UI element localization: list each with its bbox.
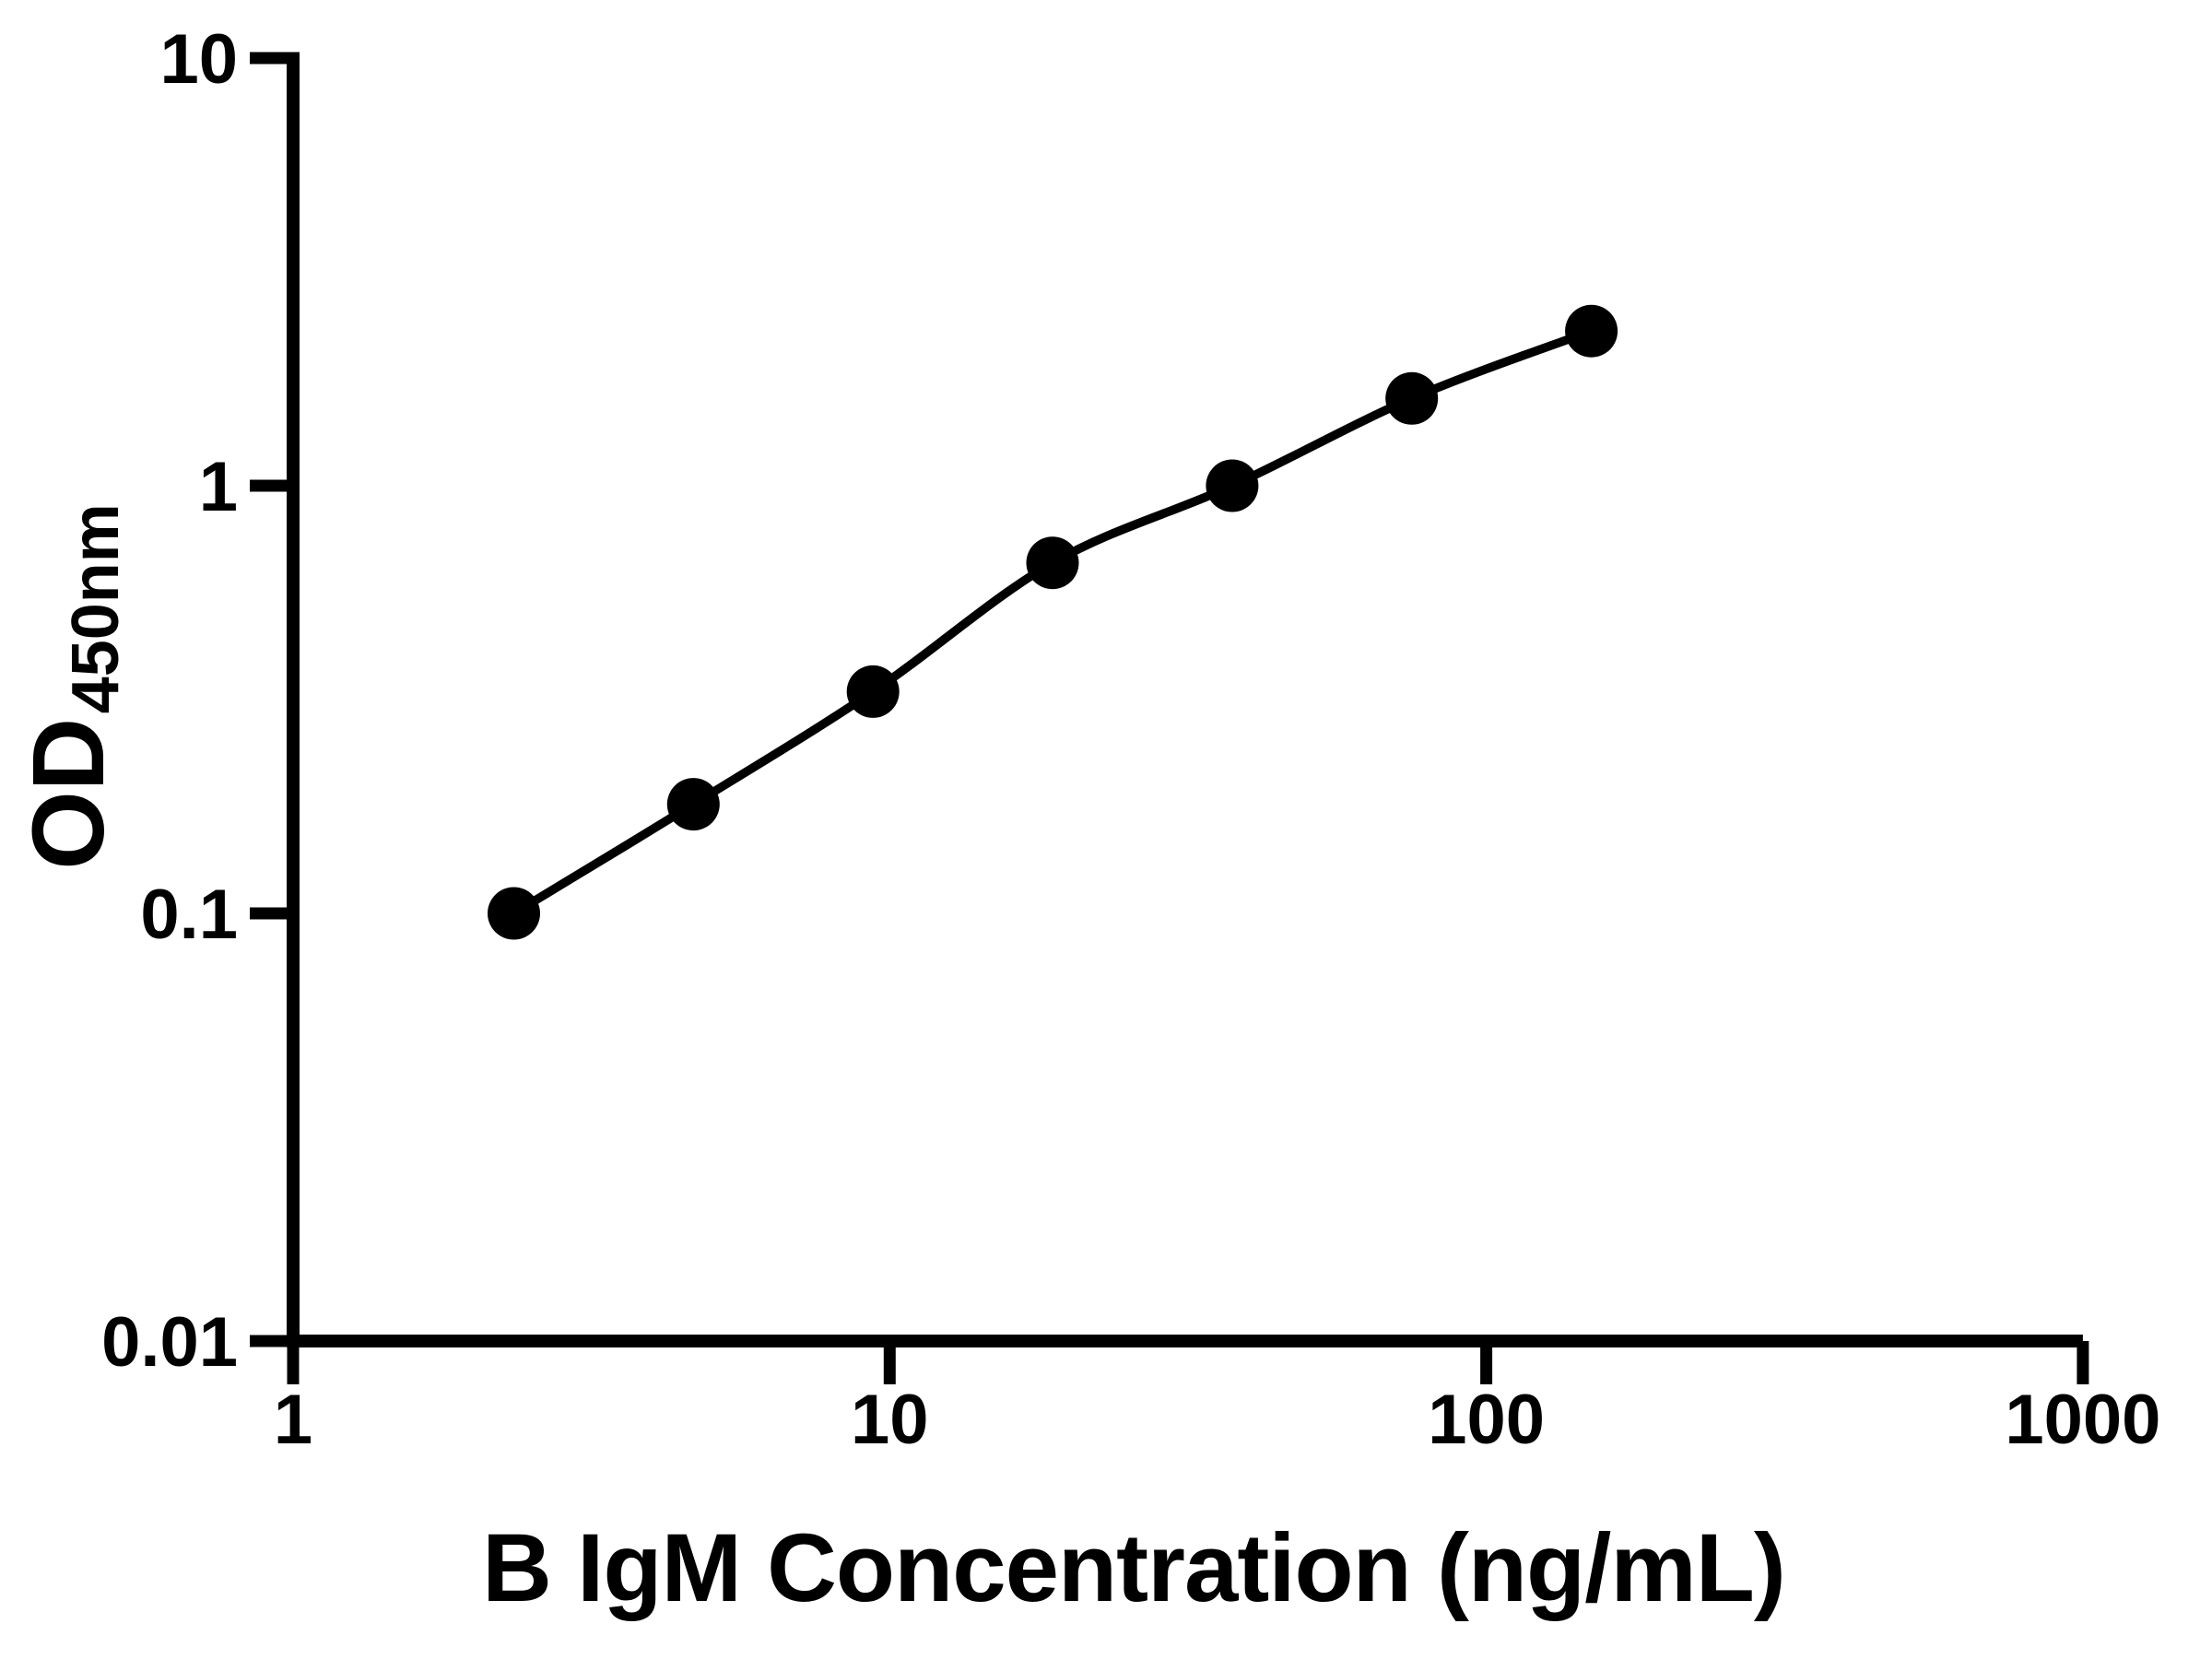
axes bbox=[287, 52, 2083, 1347]
axis-tick-labels: 10 1 0.1 0.01 1 10 100 1000 bbox=[101, 20, 2160, 1459]
data-point bbox=[1565, 304, 1618, 358]
plot-series bbox=[488, 304, 1618, 940]
data-point bbox=[666, 778, 720, 831]
data-point bbox=[1385, 371, 1439, 425]
fit-curve bbox=[512, 326, 1594, 918]
y-tick-label: 10 bbox=[159, 20, 238, 99]
x-tick-label: 1000 bbox=[2005, 1381, 2160, 1459]
y-tick-label: 0.01 bbox=[101, 1303, 238, 1382]
x-tick-label: 1 bbox=[274, 1381, 312, 1459]
axis-spines bbox=[287, 52, 2083, 1347]
data-point bbox=[1026, 536, 1079, 590]
y-tick-label: 0.1 bbox=[140, 876, 238, 954]
x-tick-label: 100 bbox=[1428, 1381, 1545, 1459]
data-point bbox=[846, 665, 900, 718]
data-point bbox=[488, 887, 540, 940]
x-tick-label: 10 bbox=[851, 1381, 929, 1459]
y-tick-label: 1 bbox=[199, 448, 238, 526]
y-axis-title-subscript: 450nm bbox=[59, 503, 133, 713]
y-axis-title-main: OD bbox=[12, 718, 125, 870]
x-axis-title: B IgM Concentration (ng/mL) bbox=[482, 1514, 1785, 1622]
data-point bbox=[1206, 459, 1259, 512]
axis-ticks bbox=[250, 52, 2089, 1384]
y-axis-title: OD 450nm bbox=[12, 503, 133, 870]
